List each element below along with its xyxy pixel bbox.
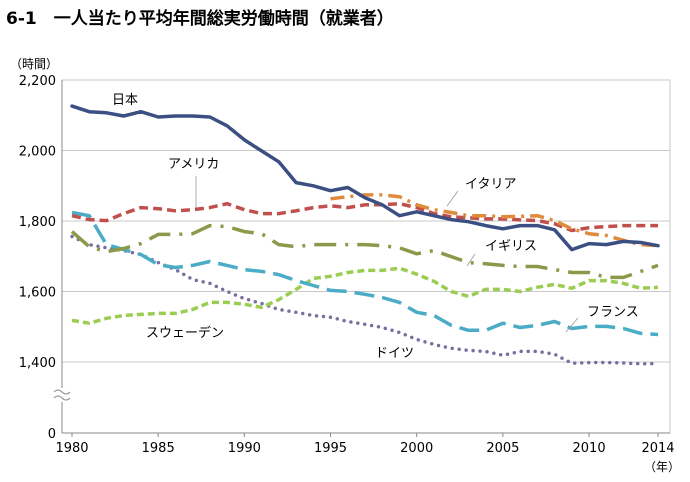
x-tick-label: 2010 (573, 441, 606, 456)
series-line-4 (71, 210, 659, 337)
series-line-6 (70, 234, 660, 366)
axis-break-mask (52, 388, 72, 402)
series-line-1 (71, 201, 658, 233)
series-label: アメリカ (168, 157, 219, 172)
y-axis-label: （時間） (10, 57, 58, 71)
x-tick-label: 1985 (142, 441, 175, 456)
y-tick-label: 0 (48, 427, 56, 442)
x-tick-label: 1995 (314, 441, 347, 456)
x-tick-label: 1990 (228, 441, 261, 456)
leader-line (466, 253, 476, 267)
leader-line (446, 190, 459, 207)
series-label: イギリス (485, 239, 537, 254)
x-axis-label: （年） (644, 460, 680, 474)
axis-break-icon (53, 389, 71, 401)
series-line-5 (71, 266, 659, 325)
y-tick-label: 2,200 (19, 74, 56, 89)
chart-title: 6-1 一人当たり平均年間総実労働時間（就業者） (6, 8, 394, 29)
series-label: ドイツ (375, 346, 414, 361)
series-label: 日本 (112, 93, 138, 108)
x-tick-label: 2000 (400, 441, 433, 456)
series-label: スウェーデン (146, 325, 224, 341)
x-tick-label: 2005 (486, 441, 519, 456)
y-tick-label: 1,800 (19, 215, 56, 230)
series-line-3 (70, 223, 659, 280)
series-line-0 (70, 104, 660, 252)
y-tick-label: 2,000 (19, 145, 56, 160)
plot-frame (61, 79, 671, 434)
x-tick-label: 1980 (55, 441, 88, 456)
x-tick-label: 2014 (641, 441, 674, 456)
series-label: フランス (587, 305, 639, 320)
leader-line (565, 317, 579, 333)
series-line-2 (330, 193, 659, 248)
y-tick-label: 1,600 (19, 286, 56, 301)
series-label: イタリア (465, 177, 516, 192)
y-tick-label: 1,400 (19, 356, 56, 371)
